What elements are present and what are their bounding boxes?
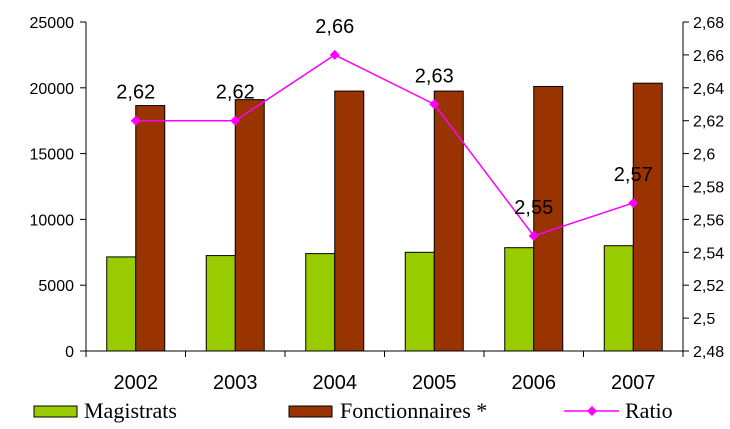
bar-magistrats-2003 xyxy=(205,255,236,352)
x-tick-label: 2005 xyxy=(412,372,457,394)
bar-fonctionnaires-2005 xyxy=(433,90,464,352)
bar-magistrats-2007 xyxy=(603,245,634,352)
left-tick-label: 0 xyxy=(65,344,74,361)
ratio-data-label: 2,55 xyxy=(514,197,553,219)
legend-label-fonctionnaires: Fonctionnaires * xyxy=(340,398,487,423)
bar-fonctionnaires-2007 xyxy=(632,82,663,352)
legend-marker-ratio xyxy=(587,406,597,416)
right-tick-label: 2,6 xyxy=(693,147,715,164)
legend: Magistrats Fonctionnaires * Ratio xyxy=(33,398,673,423)
x-tick-label: 2006 xyxy=(512,372,557,394)
x-tick-label: 2003 xyxy=(213,372,258,394)
right-tick-label: 2,64 xyxy=(693,81,724,98)
ratio-point-2002 xyxy=(130,115,141,126)
left-tick-label: 25000 xyxy=(30,15,75,32)
bar-magistrats-2002 xyxy=(106,256,137,352)
bars-group xyxy=(106,82,663,352)
bar-fonctionnaires-2003 xyxy=(234,99,265,352)
right-tick-label: 2,48 xyxy=(693,344,724,361)
right-tick-label: 2,66 xyxy=(693,48,724,65)
ratio-line-group: 2,62 2,62 2,66 2,63 2,55 2,57 xyxy=(116,16,653,241)
left-tick-label: 15000 xyxy=(30,147,75,164)
left-tick-label: 10000 xyxy=(30,212,75,229)
bar-magistrats-2006 xyxy=(504,247,535,352)
bar-magistrats-2004 xyxy=(305,253,336,352)
ratio-point-2004 xyxy=(329,49,340,60)
bar-fonctionnaires-2006 xyxy=(533,85,564,352)
legend-swatch-fonctionnaires xyxy=(288,405,333,418)
ratio-point-2003 xyxy=(230,115,241,126)
x-tick-label: 2004 xyxy=(313,372,358,394)
bar-fonctionnaires-2002 xyxy=(135,105,166,352)
ratio-data-label: 2,62 xyxy=(216,82,255,104)
ratio-data-label: 2,66 xyxy=(315,16,354,38)
legend-label-ratio: Ratio xyxy=(625,398,673,423)
legend-label-magistrats: Magistrats xyxy=(84,398,177,423)
legend-swatch-magistrats xyxy=(33,405,78,418)
ratio-line xyxy=(135,54,634,237)
ratio-data-label: 2,63 xyxy=(415,65,454,87)
left-tick-label: 5000 xyxy=(38,278,74,295)
right-tick-label: 2,52 xyxy=(693,278,724,295)
ratio-point-2007 xyxy=(628,197,639,208)
right-tick-label: 2,56 xyxy=(693,212,724,229)
right-tick-label: 2,68 xyxy=(693,15,724,32)
left-tick-label: 20000 xyxy=(30,81,75,98)
right-tick-label: 2,5 xyxy=(693,311,715,328)
ratio-data-label: 2,57 xyxy=(614,164,653,186)
axes-group: 0 5000 10000 15000 20000 25000 2,48 2,5 2,52 2,54… xyxy=(30,15,725,394)
bar-fonctionnaires-2004 xyxy=(334,90,365,352)
bar-magistrats-2005 xyxy=(404,251,435,352)
ratio-data-label: 2,62 xyxy=(116,82,155,104)
right-tick-label: 2,58 xyxy=(693,180,724,197)
x-tick-label: 2002 xyxy=(114,372,159,394)
x-tick-label: 2007 xyxy=(611,372,656,394)
right-tick-label: 2,54 xyxy=(693,245,724,262)
right-tick-label: 2,62 xyxy=(693,114,724,131)
ratio-point-2006 xyxy=(528,230,539,241)
ratio-point-2005 xyxy=(429,99,440,110)
